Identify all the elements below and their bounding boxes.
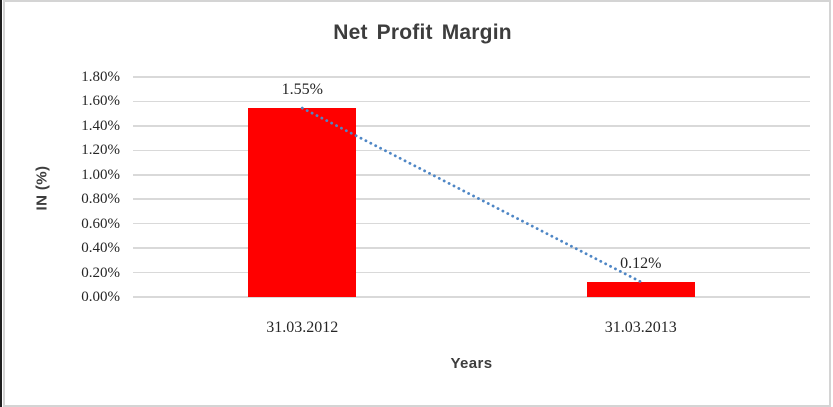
gridline <box>133 296 810 298</box>
page-left-border <box>0 0 2 407</box>
gridline <box>133 100 810 103</box>
chart-frame <box>3 0 831 407</box>
bar-data-label: 1.55% <box>281 80 323 98</box>
y-tick-label: 1.80% <box>81 69 120 85</box>
y-tick-label: 1.60% <box>81 93 120 110</box>
bar <box>586 282 695 297</box>
x-category-label: 31.03.2012 <box>266 319 339 336</box>
trendline-svg <box>300 106 643 284</box>
gridline <box>133 149 810 152</box>
y-tick-label: 1.00% <box>81 166 120 183</box>
y-tick-label: 1.40% <box>81 117 120 134</box>
x-axis-title: Years <box>450 355 493 372</box>
gridline <box>133 76 810 78</box>
gridline <box>133 174 810 176</box>
y-axis-title: IN (%) <box>33 165 51 211</box>
y-tick-label: 1.20% <box>81 142 120 159</box>
y-tick-label: 0.20% <box>81 264 120 281</box>
gridline <box>133 198 810 200</box>
gridline <box>133 222 810 225</box>
y-tick-label: 0.40% <box>81 240 120 257</box>
bar-data-label: 0.12% <box>620 255 662 273</box>
x-category-label: 31.03.2013 <box>604 319 677 336</box>
y-tick-label: 0.80% <box>81 191 120 208</box>
bar <box>248 107 357 297</box>
plot-area: 1.80% 1.60% 1.40% 1.20% 1.00% 0.80% 0.60% 0.40%… <box>81 69 810 336</box>
chart-title: Net Profit Margin <box>333 21 512 44</box>
y-tick-label: 0.60% <box>81 215 120 232</box>
y-tick-label: 0.00% <box>81 289 120 305</box>
gridline <box>133 247 810 249</box>
trendline <box>300 106 643 284</box>
gridline <box>133 271 810 274</box>
gridline <box>133 125 810 127</box>
